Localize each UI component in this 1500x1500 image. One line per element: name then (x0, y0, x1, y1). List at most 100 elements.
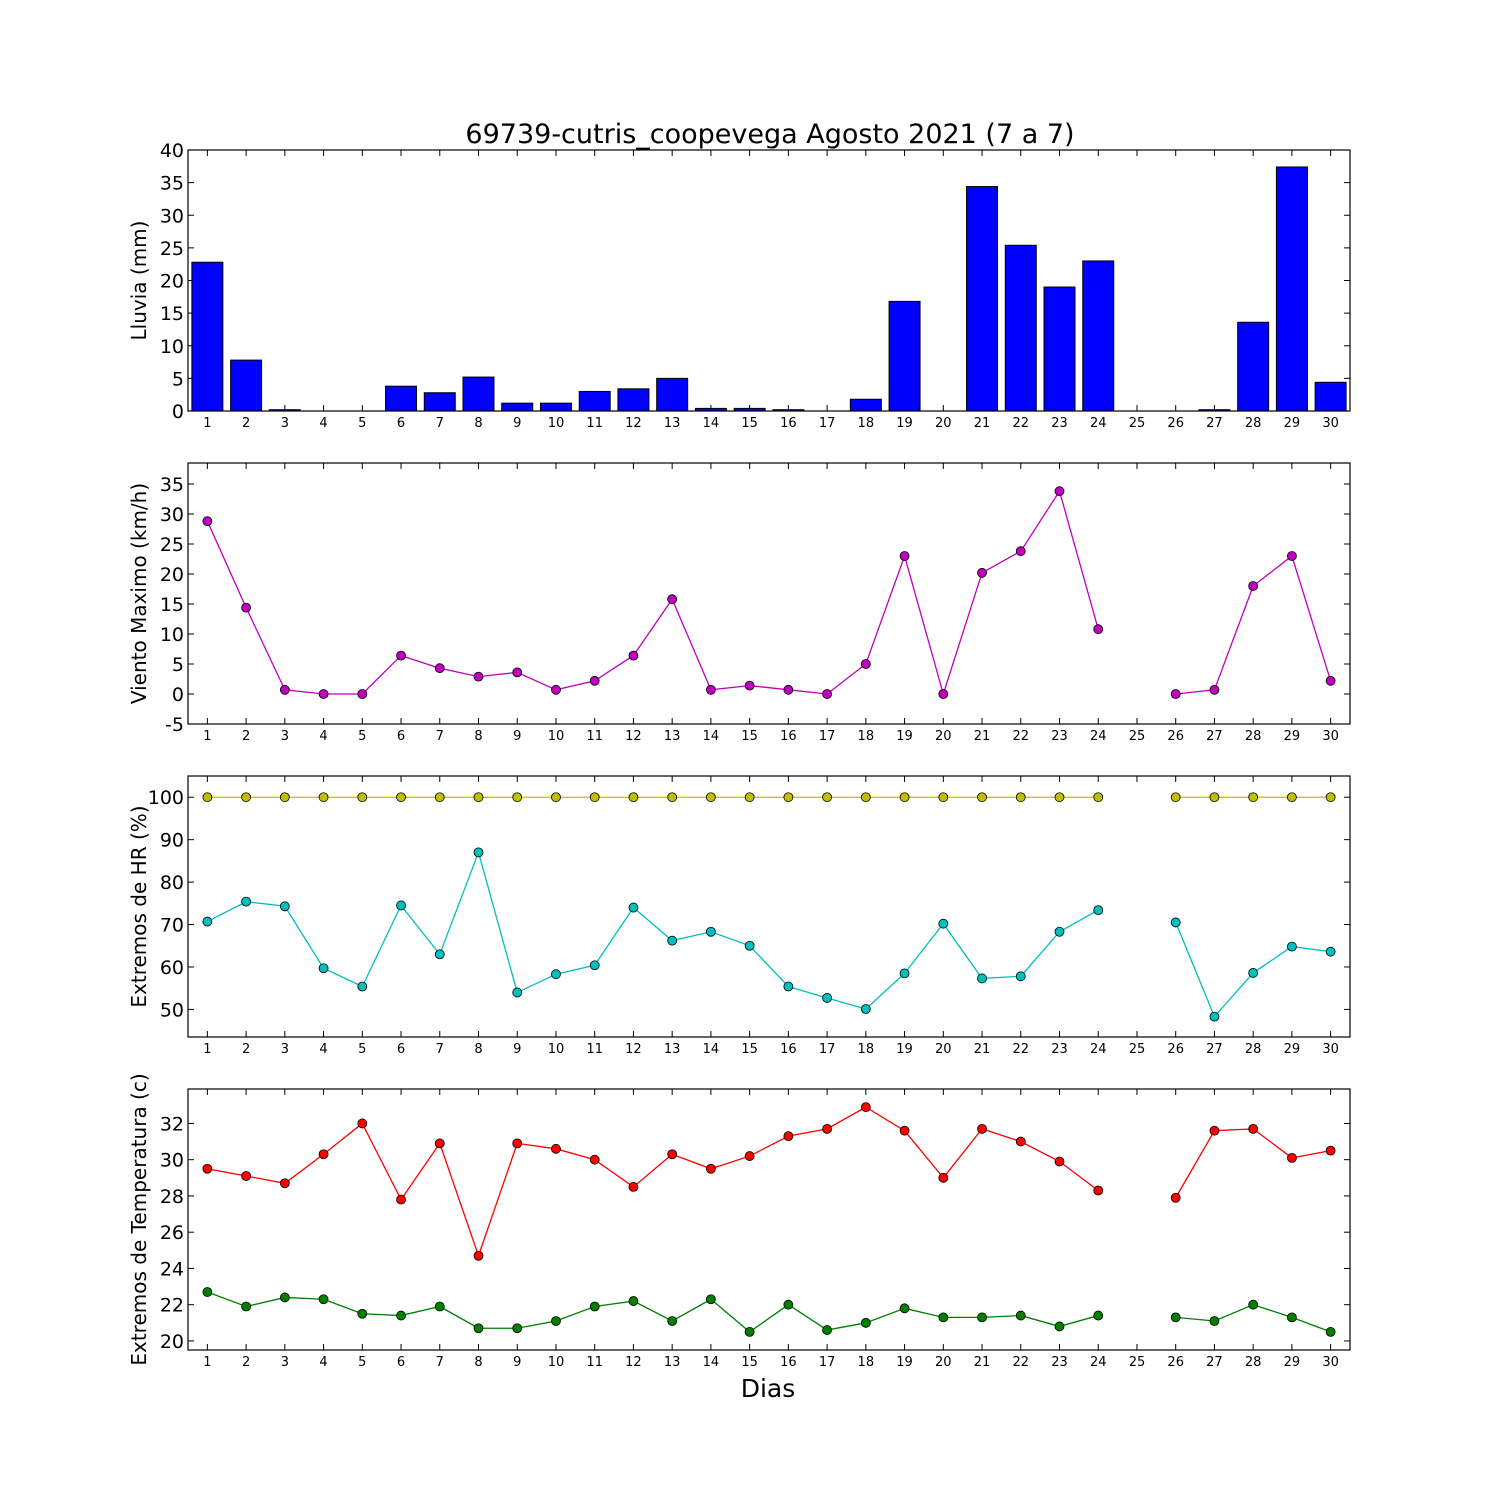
x-tick-label: 18 (858, 1355, 875, 1370)
x-tick-label: 5 (358, 416, 366, 431)
x-tick-label: 24 (1090, 729, 1107, 744)
y-tick-label: 70 (160, 915, 184, 937)
x-tick-label: 14 (703, 416, 720, 431)
x-tick-label: 17 (819, 729, 836, 744)
x-tick-label: 22 (1012, 1042, 1029, 1057)
x-tick-label: 14 (703, 1042, 720, 1057)
x-tick-label: 27 (1206, 1355, 1223, 1370)
data-point (744, 940, 755, 951)
data-point (899, 968, 910, 979)
x-tick-label: 28 (1245, 729, 1262, 744)
x-tick-label: 14 (703, 1355, 720, 1370)
data-point (1325, 1326, 1336, 1337)
data-point (1093, 1310, 1104, 1321)
data-point (202, 792, 213, 803)
data-point (202, 1163, 213, 1174)
data-point (1093, 1185, 1104, 1196)
data-point (938, 792, 949, 803)
x-tick-label: 16 (780, 416, 797, 431)
x-tick-label: 11 (586, 729, 603, 744)
x-tick-label: 13 (664, 1042, 681, 1057)
data-point (1248, 968, 1259, 978)
y-tick-label: 26 (160, 1222, 184, 1244)
bar (501, 402, 534, 412)
data-point (1054, 486, 1065, 497)
x-tick-label: 3 (281, 1042, 289, 1057)
x-tick-label: 27 (1206, 416, 1223, 431)
data-point (512, 667, 523, 678)
plot-frame (187, 462, 1351, 725)
data-point (318, 1149, 329, 1160)
y-tick-label: 28 (160, 1186, 184, 1208)
y-tick-label: 100 (148, 787, 184, 809)
x-tick-label: 30 (1322, 729, 1339, 744)
data-point (473, 1250, 484, 1261)
y-tick-label: 10 (160, 336, 184, 358)
x-tick-label: 27 (1206, 729, 1223, 744)
x-tick-label: 19 (896, 1042, 913, 1057)
data-point (860, 1004, 871, 1014)
data-point (977, 1312, 987, 1323)
data-point (899, 1303, 910, 1314)
data-point (241, 792, 252, 803)
x-tick-label: 16 (780, 729, 797, 744)
data-point (1325, 792, 1336, 803)
bar (888, 300, 921, 412)
x-tick-label: 22 (1012, 729, 1029, 744)
x-tick-label: 27 (1206, 1042, 1223, 1057)
x-tick-label: 26 (1167, 1355, 1184, 1370)
data-point (783, 1131, 794, 1142)
x-tick-label: 24 (1090, 1355, 1107, 1370)
x-tick-label: 11 (586, 1042, 603, 1057)
y-axis-label: Lluvia (mm) (127, 221, 151, 341)
x-tick-label: 8 (474, 729, 482, 744)
data-point (628, 792, 639, 803)
x-tick-label: 1 (203, 1042, 211, 1057)
x-axis-label: Dias (741, 1374, 796, 1403)
y-tick-label: 15 (160, 303, 184, 325)
x-tick-label: 17 (819, 1042, 836, 1057)
data-point (1287, 792, 1297, 803)
data-point (1287, 941, 1297, 952)
x-tick-label: 24 (1090, 1042, 1107, 1057)
data-point (396, 650, 406, 661)
data-point (357, 689, 368, 699)
data-point (551, 969, 561, 980)
x-tick-label: 2 (242, 416, 250, 431)
y-tick-label: 30 (160, 205, 184, 227)
x-tick-label: 16 (780, 1355, 797, 1370)
data-point (589, 1154, 600, 1165)
data-point (977, 973, 987, 984)
y-tick-label: 24 (160, 1258, 184, 1280)
data-point (318, 689, 329, 699)
data-point (1015, 546, 1026, 557)
y-tick-label: -5 (165, 714, 184, 736)
data-point (783, 981, 794, 992)
bar (617, 388, 650, 412)
x-tick-label: 7 (436, 416, 444, 431)
bar (1314, 381, 1347, 412)
x-tick-label: 19 (896, 1355, 913, 1370)
y-tick-label: 25 (160, 238, 184, 260)
y-tick-label: 15 (160, 594, 184, 616)
data-point (512, 792, 523, 803)
y-tick-label: 35 (160, 173, 184, 195)
x-tick-label: 6 (397, 416, 405, 431)
data-point (473, 792, 484, 803)
data-point (977, 567, 987, 578)
y-axis-label: Viento Maximo (km/h) (127, 483, 151, 704)
data-point (1287, 1152, 1297, 1163)
y-tick-label: 90 (160, 830, 184, 852)
data-point (434, 1301, 445, 1312)
data-point (1170, 917, 1181, 928)
x-tick-label: 8 (474, 416, 482, 431)
x-tick-label: 18 (858, 1042, 875, 1057)
y-tick-label: 5 (172, 368, 184, 390)
y-tick-label: 30 (160, 1150, 184, 1172)
x-tick-label: 5 (358, 729, 366, 744)
data-point (1054, 1156, 1065, 1167)
y-tick-label: 40 (160, 140, 184, 162)
data-point (551, 792, 561, 803)
x-tick-label: 28 (1245, 416, 1262, 431)
data-point (396, 1310, 406, 1321)
